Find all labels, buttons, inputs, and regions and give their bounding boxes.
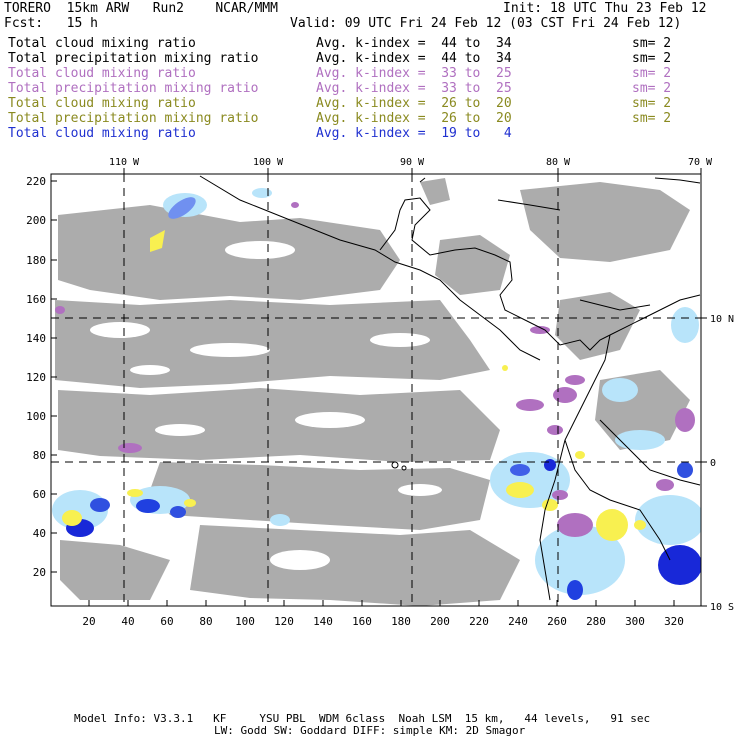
y-label-220: 220	[26, 175, 46, 188]
legend-kindex-3: Avg. k-index = 33 to 25	[316, 66, 512, 81]
y-label-40: 40	[33, 527, 46, 540]
coastlines	[199, 175, 701, 601]
bottom-x-axis: 20 40 60 80 100 120 140 160 180 200 220 …	[82, 600, 684, 628]
lon-label-90w: 90 W	[400, 157, 425, 168]
legend-sm-1: sm= 2	[632, 36, 672, 51]
x-label-100: 100	[235, 615, 255, 628]
top-lon-labels: 110 W 100 W 90 W 80 W 70 W	[109, 157, 713, 168]
y-label-180: 180	[26, 254, 46, 267]
legend-kindex-6: Avg. k-index = 26 to 20	[316, 111, 512, 126]
x-label-120: 120	[274, 615, 294, 628]
x-label-80: 80	[199, 615, 212, 628]
y-label-20: 20	[33, 566, 46, 579]
legend-sm-6: sm= 2	[632, 111, 672, 126]
x-label-220: 220	[469, 615, 489, 628]
footer-model-info: Model Info: V3.3.1 KF YSU PBL WDM 6class…	[74, 712, 651, 725]
legend-name-3: Total cloud mixing ratio	[8, 66, 196, 81]
legend-kindex-7: Avg. k-index = 19 to 4	[316, 126, 512, 141]
lat-label-0: 0	[710, 458, 716, 469]
y-label-60: 60	[33, 488, 46, 501]
x-label-180: 180	[391, 615, 411, 628]
footer-physics-info: LW: Godd SW: Goddard DIFF: simple KM: 2D…	[214, 724, 526, 737]
legend-sm-5: sm= 2	[632, 96, 672, 111]
lat-label-10s: 10 S	[710, 602, 734, 613]
x-label-140: 140	[313, 615, 333, 628]
model-title: TORERO 15km ARW Run2 NCAR/MMM	[4, 1, 278, 16]
y-label-160: 160	[26, 293, 46, 306]
x-label-60: 60	[160, 615, 173, 628]
yellow-field	[62, 230, 646, 541]
purple-field	[55, 202, 695, 537]
lon-label-80w: 80 W	[546, 157, 571, 168]
legend-sm-3: sm= 2	[632, 66, 672, 81]
galapagos-islands	[391, 461, 407, 471]
y-label-200: 200	[26, 214, 46, 227]
x-label-240: 240	[508, 615, 528, 628]
y-label-80: 80	[33, 449, 46, 462]
legend-name-1: Total cloud mixing ratio	[8, 36, 196, 51]
lat-label-10n: 10 N	[710, 314, 734, 325]
right-lat-labels: 10 N 0 10 S	[701, 314, 734, 613]
x-label-320: 320	[664, 615, 684, 628]
lon-label-110w: 110 W	[109, 157, 140, 168]
lon-label-70w: 70 W	[688, 157, 713, 168]
legend-kindex-1: Avg. k-index = 44 to 34	[316, 36, 512, 51]
y-label-120: 120	[26, 371, 46, 384]
x-label-200: 200	[430, 615, 450, 628]
x-label-300: 300	[625, 615, 645, 628]
legend-kindex-4: Avg. k-index = 33 to 25	[316, 81, 512, 96]
x-label-40: 40	[121, 615, 134, 628]
x-label-20: 20	[82, 615, 95, 628]
x-label-280: 280	[586, 615, 606, 628]
init-time: Init: 18 UTC Thu 23 Feb 12	[503, 1, 707, 16]
valid-time: Valid: 09 UTC Fri 24 Feb 12 (03 CST Fri …	[290, 16, 682, 31]
gray-cloud-field	[55, 178, 690, 606]
legend-sm-4: sm= 2	[632, 81, 672, 96]
legend-name-6: Total precipitation mixing ratio	[8, 111, 259, 126]
legend-kindex-5: Avg. k-index = 26 to 20	[316, 96, 512, 111]
top-ticks	[123, 168, 702, 174]
legend-kindex-2: Avg. k-index = 44 to 34	[316, 51, 512, 66]
y-label-100: 100	[26, 410, 46, 423]
lon-label-100w: 100 W	[253, 157, 284, 168]
legend-name-7: Total cloud mixing ratio	[8, 126, 196, 141]
forecast-hour: Fcst: 15 h	[4, 16, 98, 31]
clear-sky-gaps	[70, 241, 442, 570]
lat-lon-grid	[51, 174, 701, 606]
y-label-140: 140	[26, 332, 46, 345]
left-y-axis: 220 200 180 160 140 120 100 80 60 40 20	[26, 175, 57, 579]
legend-sm-2: sm= 2	[632, 51, 672, 66]
legend-name-4: Total precipitation mixing ratio	[8, 81, 259, 96]
map-frame	[50, 173, 702, 607]
legend-name-2: Total precipitation mixing ratio	[8, 51, 259, 66]
x-label-260: 260	[547, 615, 567, 628]
heavy-cloud-field	[66, 197, 701, 600]
legend-name-5: Total cloud mixing ratio	[8, 96, 196, 111]
x-label-160: 160	[352, 615, 372, 628]
